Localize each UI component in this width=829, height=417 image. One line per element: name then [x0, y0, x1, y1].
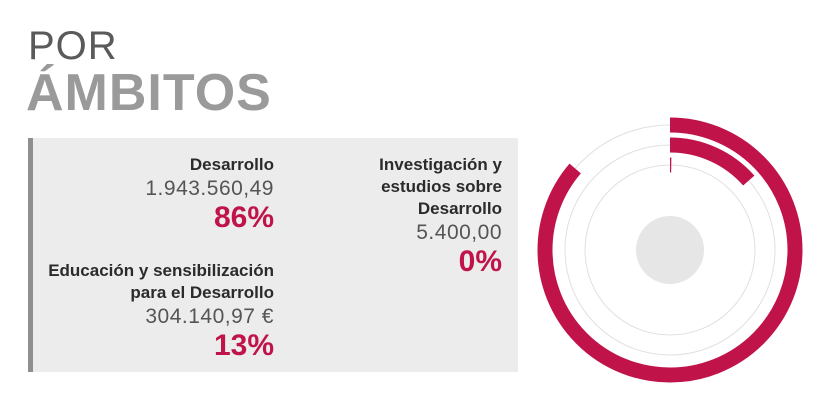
investigacion-label-line-2: estudios sobre [381, 177, 502, 196]
ring-arc-desarrollo [537, 117, 803, 383]
educacion-percent: 13% [213, 329, 274, 362]
legend-investigacion: Investigación y estudios sobre Desarroll… [302, 154, 502, 278]
ring-arcs [537, 117, 803, 383]
title-line-1: POR [28, 24, 118, 68]
ring-arc-investigacion [577, 157, 763, 343]
ring-arc-educacion [557, 137, 783, 363]
center-dot [636, 216, 704, 284]
rings-chart [537, 117, 803, 383]
desarrollo-percent: 86% [213, 201, 274, 234]
legend-panel: Desarrollo 1.943.560,49 86% Educación y … [28, 138, 518, 372]
legend-desarrollo: Desarrollo 1.943.560,49 86% [54, 154, 274, 234]
desarrollo-amount: 1.943.560,49 [145, 177, 274, 200]
desarrollo-label: Desarrollo [189, 155, 274, 174]
investigacion-label-line-1: Investigación y [379, 155, 502, 174]
investigacion-amount: 5.400,00 [416, 221, 502, 244]
legend-educacion: Educación y sensibilización para el Desa… [0, 260, 274, 362]
educacion-label-line-2: para el Desarrollo [130, 283, 274, 302]
investigacion-label-line-3: Desarrollo [417, 199, 502, 218]
title-line-2: ÁMBITOS [26, 64, 272, 122]
educacion-amount: 304.140,97 € [145, 305, 274, 328]
educacion-label-line-1: Educación y sensibilización [48, 261, 274, 280]
investigacion-percent: 0% [458, 245, 502, 278]
